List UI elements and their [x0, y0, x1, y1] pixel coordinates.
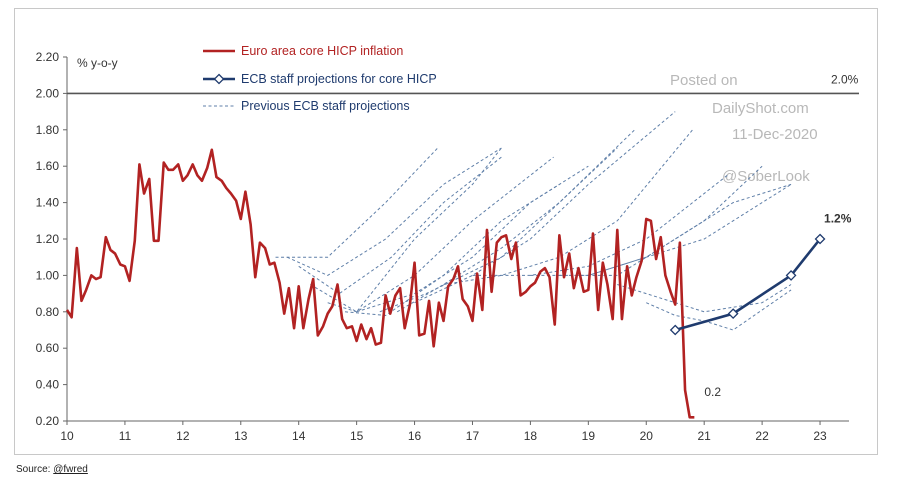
watermark-text: @SoberLook	[722, 168, 810, 185]
ecb-projection-line	[674, 238, 822, 332]
x-tick-label: 21	[698, 429, 712, 443]
core-hicp-line	[65, 148, 695, 419]
previous-projection-line	[396, 129, 636, 313]
x-tick-label: 16	[408, 429, 422, 443]
target-line-label: 2.0%	[831, 72, 859, 86]
projection-last-label: 1.2%	[824, 212, 852, 226]
y-tick-label: 2.20	[36, 50, 60, 64]
previous-projection-line	[414, 111, 676, 304]
previous-projection-line	[472, 174, 728, 276]
source-link[interactable]: @fwred	[53, 464, 88, 475]
previous-projection-line	[443, 129, 693, 285]
ecb-projection-point	[669, 324, 681, 336]
x-tick-label: 10	[60, 429, 74, 443]
x-tick-label: 12	[176, 429, 190, 443]
previous-projection-line	[530, 165, 763, 276]
previous-projection-line	[298, 156, 502, 295]
actual-last-label: 0.2	[704, 385, 721, 399]
x-tick-label: 15	[350, 429, 364, 443]
legend-previous-label: Previous ECB staff projections	[241, 99, 410, 113]
legend-projection-label: ECB staff projections for core HICP	[241, 72, 437, 86]
x-tick-label: 20	[640, 429, 654, 443]
ecb-projection-point	[814, 233, 826, 245]
previous-projection-line	[559, 183, 792, 276]
x-tick-label: 13	[234, 429, 248, 443]
watermark-text: DailyShot.com	[712, 100, 809, 117]
x-tick-label: 14	[292, 429, 306, 443]
x-tick-label: 23	[813, 429, 827, 443]
x-tick-label: 11	[119, 429, 132, 443]
watermark-text: Posted on	[670, 72, 738, 89]
source-note: Source: @fwred	[16, 464, 88, 475]
legend-actual-label: Euro area core HICP inflation	[241, 44, 403, 58]
y-tick-label: 0.60	[36, 341, 60, 355]
y-axis-label: % y-o-y	[77, 56, 118, 70]
y-tick-label: 1.00	[36, 268, 60, 282]
legend-projection-marker	[213, 73, 225, 85]
y-tick-label: 0.20	[36, 414, 60, 428]
chart: 0.20 0.40 0.60 0.80 1.00 1.20 1.40 1.60 1.80 2.00…	[36, 44, 859, 443]
y-tick-label: 1.40	[36, 196, 60, 210]
watermark-text: 11-Dec-2020	[732, 126, 818, 143]
x-tick-label: 19	[582, 429, 596, 443]
previous-projection-line	[356, 165, 589, 313]
x-tick-label: 17	[466, 429, 480, 443]
ecb-projection-point	[727, 308, 739, 320]
y-tick-label: 2.00	[36, 86, 60, 100]
x-tick-label: 22	[755, 429, 769, 443]
ecb-projection-point	[785, 269, 797, 281]
y-tick-label: 0.40	[36, 378, 60, 392]
x-tick-label: 18	[524, 429, 538, 443]
y-tick-label: 1.20	[36, 232, 60, 246]
source-prefix: Source:	[16, 464, 51, 475]
previous-projection-line	[286, 147, 502, 276]
y-tick-label: 1.60	[36, 159, 60, 173]
y-tick-label: 1.80	[36, 123, 60, 137]
chart-frame: 0.20 0.40 0.60 0.80 1.00 1.20 1.40 1.60 1.80 2.00…	[14, 8, 878, 455]
previous-projection-line	[617, 284, 792, 313]
y-tick-label: 0.80	[36, 305, 60, 319]
